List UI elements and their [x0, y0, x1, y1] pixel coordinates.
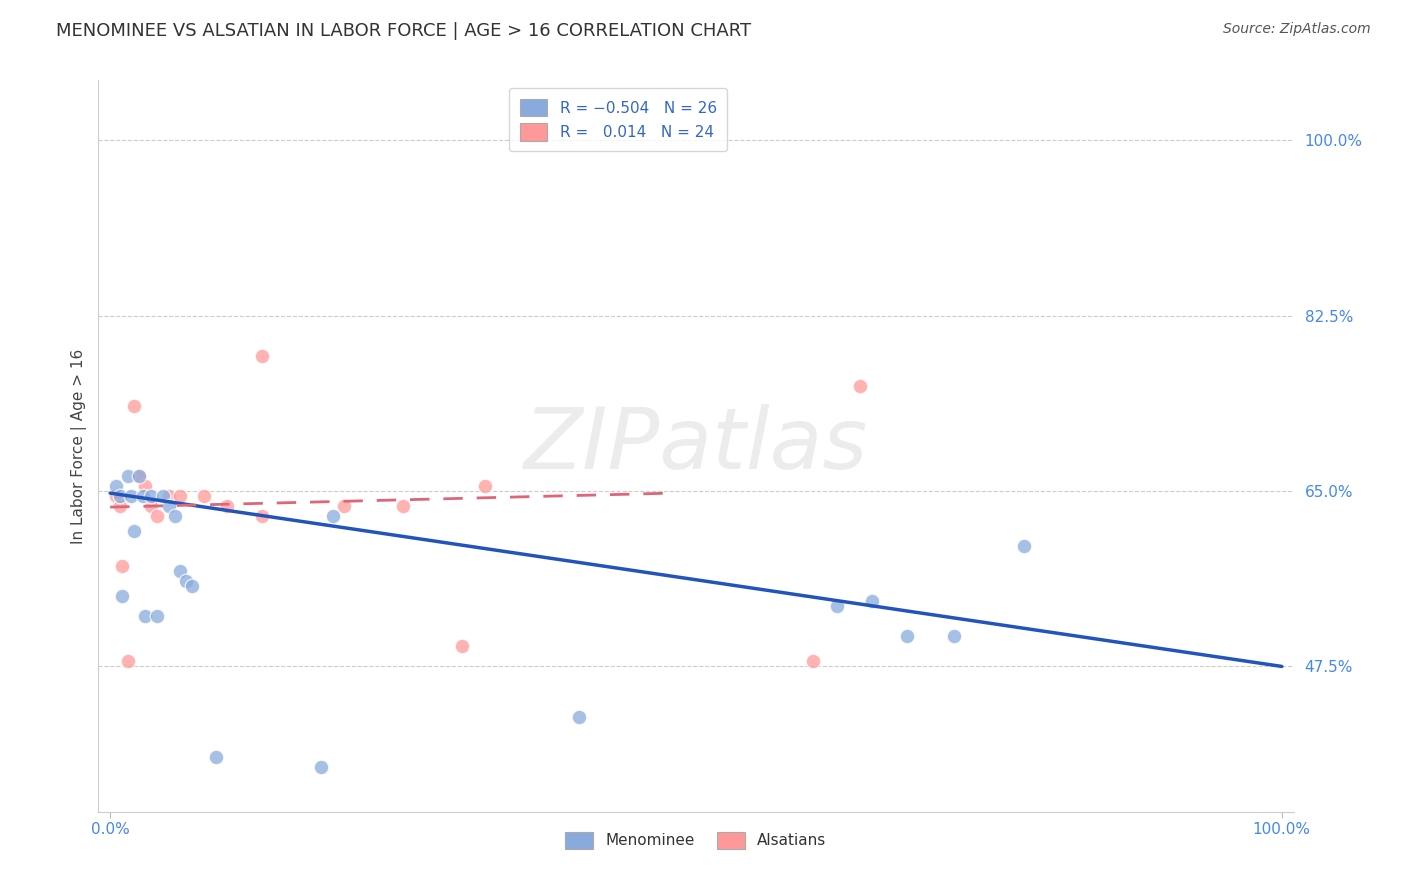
Point	[163, 509, 186, 524]
Point	[122, 524, 145, 538]
Text: Source: ZipAtlas.com: Source: ZipAtlas.com	[1223, 22, 1371, 37]
Point	[111, 589, 134, 603]
Point	[134, 479, 156, 493]
Point	[474, 479, 496, 493]
Point	[801, 655, 824, 669]
Point	[117, 469, 139, 483]
Point	[157, 489, 180, 503]
Point	[141, 489, 163, 503]
Point	[825, 599, 848, 614]
Point	[181, 579, 204, 593]
Point	[392, 499, 415, 513]
Point	[128, 469, 150, 483]
Point	[204, 749, 226, 764]
Point	[849, 379, 872, 393]
Point	[105, 489, 128, 503]
Point	[942, 629, 965, 643]
Point	[322, 509, 344, 524]
Point	[146, 509, 169, 524]
Point	[450, 640, 472, 654]
Point	[122, 399, 145, 413]
Point	[309, 759, 332, 773]
Point	[252, 349, 274, 363]
Point	[169, 489, 191, 503]
Point	[174, 574, 197, 589]
Point	[117, 655, 139, 669]
Point	[333, 499, 356, 513]
Point	[152, 489, 174, 503]
Point	[157, 499, 180, 513]
Point	[120, 489, 142, 503]
Legend: Menominee, Alsatians: Menominee, Alsatians	[560, 825, 832, 855]
Point	[141, 499, 163, 513]
Point	[108, 489, 131, 503]
Point	[860, 594, 883, 608]
Text: ZIPatlas: ZIPatlas	[524, 404, 868, 488]
Text: MENOMINEE VS ALSATIAN IN LABOR FORCE | AGE > 16 CORRELATION CHART: MENOMINEE VS ALSATIAN IN LABOR FORCE | A…	[56, 22, 751, 40]
Point	[193, 489, 215, 503]
Point	[169, 564, 191, 578]
Point	[217, 499, 239, 513]
Point	[105, 479, 128, 493]
Point	[111, 559, 134, 574]
Point	[108, 499, 131, 513]
Point	[146, 609, 169, 624]
Point	[1012, 539, 1035, 553]
Point	[134, 609, 156, 624]
Point	[568, 709, 591, 723]
Point	[128, 469, 150, 483]
Y-axis label: In Labor Force | Age > 16: In Labor Force | Age > 16	[72, 349, 87, 543]
Point	[896, 629, 918, 643]
Point	[252, 509, 274, 524]
Point	[132, 489, 155, 503]
